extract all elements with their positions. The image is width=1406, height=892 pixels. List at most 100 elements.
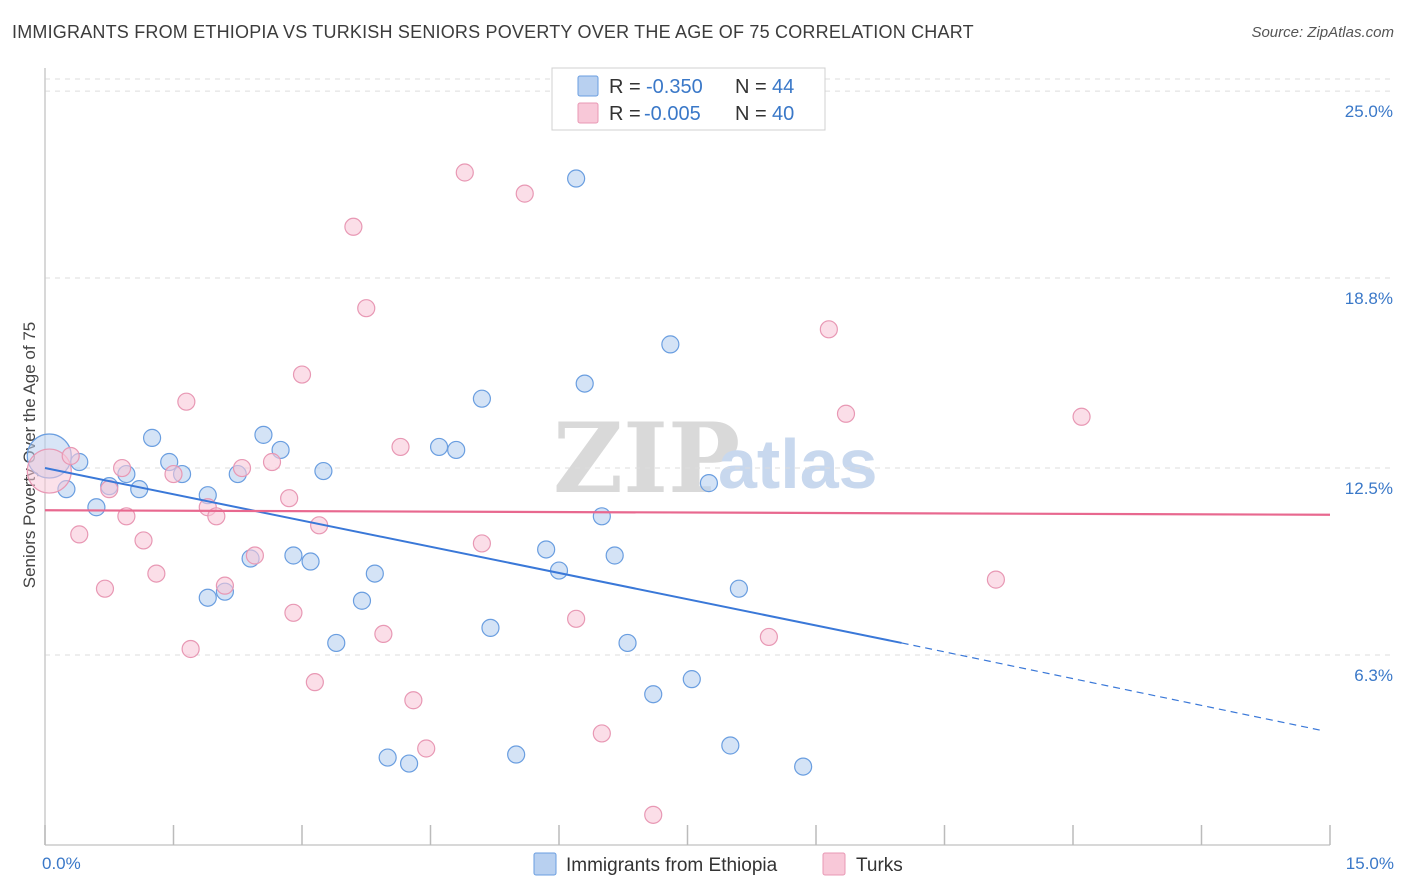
turks-point xyxy=(26,448,72,494)
ethiopia-point xyxy=(721,736,740,755)
turks-point xyxy=(177,392,196,411)
turks-point xyxy=(986,570,1006,589)
trend-lines xyxy=(44,467,1331,731)
legend-n-label-ethiopia: N = xyxy=(735,76,767,98)
turks-point xyxy=(344,217,363,236)
turks-point xyxy=(245,546,264,565)
turks-trend-line xyxy=(44,509,1331,516)
series-legend-swatch-turks xyxy=(822,852,846,876)
ethiopia-point xyxy=(575,374,594,393)
stats-legend: R = -0.350 N = 44 R = -0.005 N = 40 xyxy=(551,67,826,131)
watermark-zip: ZIP xyxy=(553,402,740,515)
turks-point xyxy=(215,576,234,595)
ethiopia-point xyxy=(142,428,162,447)
ethiopia-point xyxy=(378,748,397,767)
turks-point xyxy=(232,458,252,478)
ethiopia-point xyxy=(618,633,637,653)
legend-r-label-ethiopia: R = xyxy=(609,76,641,98)
ethiopia-point xyxy=(794,757,813,776)
ethiopia-point xyxy=(352,591,372,610)
y-tick-label: 6.3% xyxy=(1354,666,1393,685)
scatter-points xyxy=(26,163,1091,824)
turks-point xyxy=(284,603,303,622)
y-tick-label: 12.5% xyxy=(1345,479,1393,498)
turks-point xyxy=(70,525,89,544)
turks-point xyxy=(164,464,183,484)
watermark-atlas: atlas xyxy=(718,425,878,503)
ethiopia-point xyxy=(567,169,586,188)
turks-point xyxy=(567,609,586,628)
ethiopia-point xyxy=(472,389,491,408)
legend-n-label-turks: N = xyxy=(735,103,767,125)
turks-point xyxy=(417,739,436,758)
y-tick-label: 18.8% xyxy=(1345,289,1393,308)
y-axis-tick-labels: 6.3% 12.5% 18.8% 25.0% xyxy=(1345,102,1393,685)
turks-point xyxy=(644,805,663,824)
turks-point xyxy=(292,365,312,384)
legend-swatch-turks xyxy=(577,102,599,124)
turks-point xyxy=(95,579,115,598)
ethiopia-point xyxy=(481,618,500,637)
turks-point xyxy=(112,458,132,478)
turks-point xyxy=(262,452,282,472)
turks-point xyxy=(836,404,856,423)
turks-point xyxy=(305,673,324,692)
series-legend-label-ethiopia: Immigrants from Ethiopia xyxy=(566,855,778,876)
legend-r-value-ethiopia: -0.350 xyxy=(646,76,703,98)
turks-point xyxy=(819,320,838,339)
turks-point xyxy=(455,163,474,182)
ethiopia-point xyxy=(507,745,526,764)
turks-point xyxy=(1072,407,1091,426)
legend-r-label-turks: R = xyxy=(609,103,641,125)
ethiopia-point xyxy=(699,474,719,493)
ethiopia-point xyxy=(198,588,217,607)
source-credit: Source: ZipAtlas.com xyxy=(1251,24,1394,41)
turks-point xyxy=(592,724,611,743)
legend-n-value-turks: 40 xyxy=(772,103,794,125)
ethiopia-point xyxy=(399,754,419,773)
turks-point xyxy=(759,627,778,647)
ethiopia-point xyxy=(644,685,663,704)
x-tick-label-min: 0.0% xyxy=(42,854,81,873)
turks-point xyxy=(357,299,376,318)
ethiopia-trend-extension xyxy=(901,642,1322,731)
y-tick-label: 25.0% xyxy=(1345,102,1393,121)
legend-n-value-ethiopia: 44 xyxy=(772,76,794,98)
ethiopia-point xyxy=(729,579,749,598)
series-turks-points xyxy=(26,163,1091,824)
ethiopia-point xyxy=(661,335,680,354)
turks-point xyxy=(515,184,534,203)
turks-point xyxy=(280,489,299,508)
chart-title: IMMIGRANTS FROM ETHIOPIA VS TURKISH SENI… xyxy=(12,22,974,42)
ethiopia-point xyxy=(447,440,466,460)
ethiopia-point xyxy=(254,425,273,444)
turks-point xyxy=(117,507,136,526)
ethiopia-point xyxy=(327,633,346,653)
legend-r-value-turks: -0.005 xyxy=(644,103,701,125)
ethiopia-point xyxy=(537,540,556,559)
ethiopia-point xyxy=(549,561,569,580)
x-tick-label-max: 15.0% xyxy=(1346,854,1394,873)
turks-point xyxy=(404,691,423,710)
series-legend-label-turks: Turks xyxy=(856,855,903,876)
gridlines xyxy=(45,78,1392,656)
series-legend: Immigrants from Ethiopia Turks xyxy=(533,852,903,876)
ethiopia-point xyxy=(301,552,320,571)
turks-point xyxy=(374,624,393,644)
turks-point xyxy=(147,564,166,583)
turks-point xyxy=(207,507,226,526)
turks-point xyxy=(61,446,80,466)
turks-point xyxy=(134,531,153,550)
series-legend-swatch-ethiopia xyxy=(533,852,557,876)
ethiopia-point xyxy=(429,437,449,457)
ethiopia-trend-line xyxy=(44,467,902,644)
ethiopia-point xyxy=(314,461,333,481)
legend-swatch-ethiopia xyxy=(577,75,599,97)
x-axis-ticks xyxy=(44,825,1331,845)
ethiopia-point xyxy=(682,670,701,689)
ethiopia-point xyxy=(87,498,106,517)
ethiopia-point xyxy=(592,507,611,526)
ethiopia-point xyxy=(605,546,624,565)
ethiopia-point xyxy=(284,546,303,565)
